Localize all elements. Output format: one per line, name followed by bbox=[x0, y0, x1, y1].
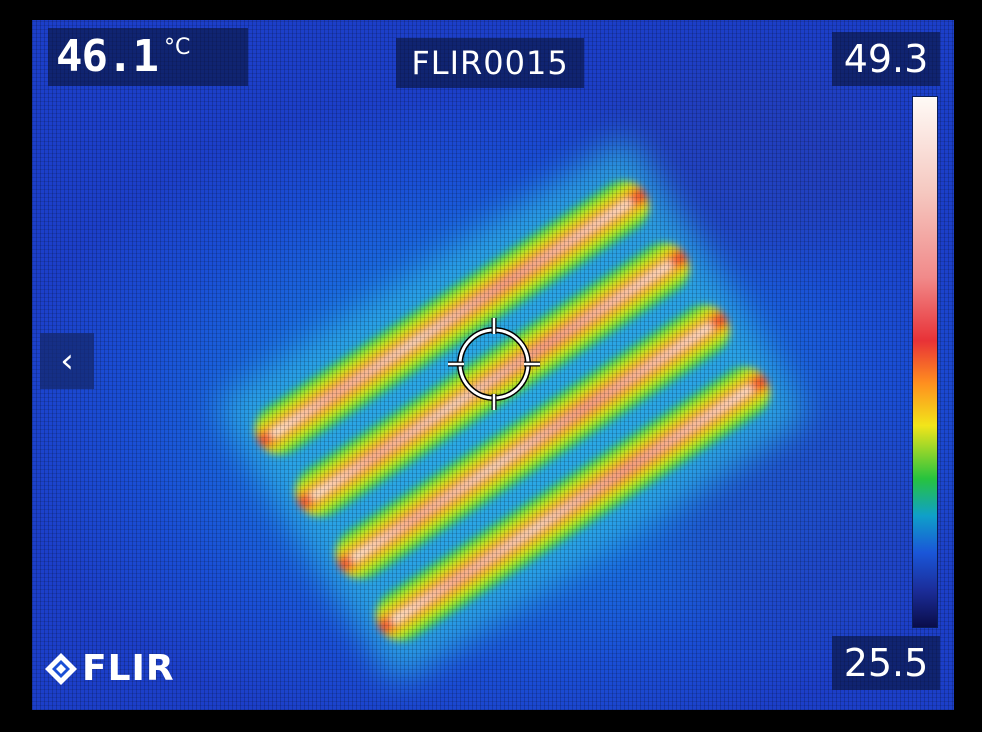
spot-temperature-value: 46.1 bbox=[56, 31, 159, 82]
brand-name: FLIR bbox=[82, 648, 175, 689]
spot-temperature-readout: 46.1 °C bbox=[48, 28, 248, 86]
flir-logo-icon bbox=[45, 652, 77, 685]
spot-temperature-unit: °C bbox=[163, 35, 191, 60]
thermal-image bbox=[32, 20, 954, 710]
temperature-scale-bar bbox=[912, 96, 938, 628]
chevron-left-icon: ‹ bbox=[60, 341, 74, 381]
crosshair-icon bbox=[448, 318, 540, 410]
back-button[interactable]: ‹ bbox=[40, 333, 94, 389]
scale-max-value: 49.3 bbox=[832, 32, 940, 86]
scale-min-value: 25.5 bbox=[832, 636, 940, 690]
flir-logo: FLIR bbox=[44, 648, 175, 689]
file-name: FLIR0015 bbox=[396, 38, 584, 88]
